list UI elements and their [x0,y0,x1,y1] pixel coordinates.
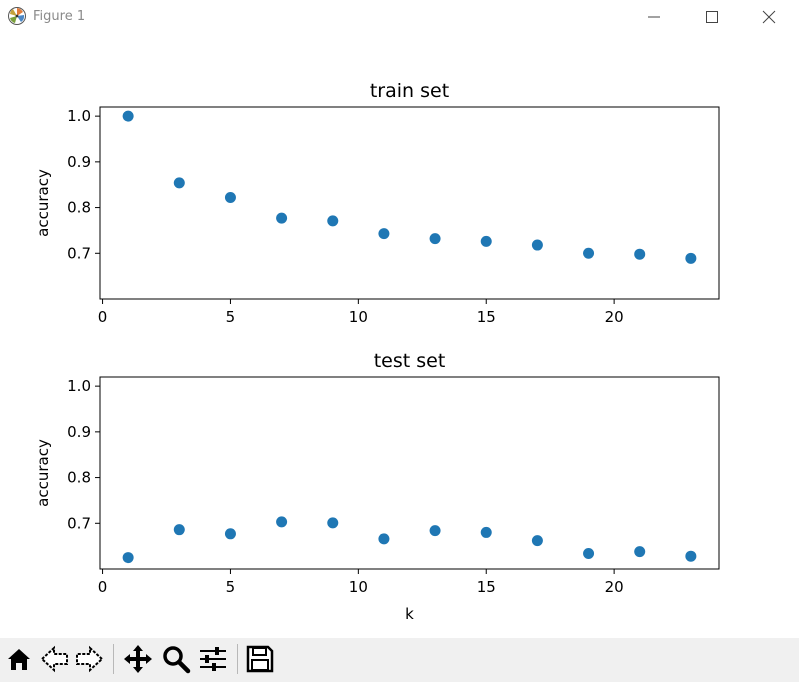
configure-subplots-button[interactable] [196,641,230,677]
data-point [429,233,441,245]
left-arrow-icon [40,645,68,673]
x-tick-label: 15 [477,578,496,596]
data-point [224,528,236,540]
x-tick-label: 20 [605,308,624,326]
data-point [378,228,390,240]
right-arrow-icon [76,645,104,673]
axes-frame [99,106,720,300]
move-icon [124,645,152,673]
data-point [327,517,339,529]
subplot-title: train set [370,80,449,102]
close-button[interactable] [740,0,798,34]
y-tick-label: 0.8 [67,199,91,217]
x-tick-label: 0 [98,578,108,596]
subplot-2: 0 5 10 15 20 0.7 0.8 0.9 1.0 test set accuracy k [34,350,720,623]
x-tick-label: 5 [226,578,236,596]
toolbar-separator [237,644,238,674]
data-point [224,192,236,204]
data-point [480,235,492,247]
close-icon [762,10,776,24]
data-point [583,247,595,259]
figure-canvas: 0 5 10 15 20 0.7 0.8 0.9 1.0 train set accuracy 0 5 1… [34,80,720,623]
x-tick-label: 10 [349,308,368,326]
y-tick-label: 1.0 [67,377,91,395]
title-bar: Figure 1 [0,0,799,34]
data-point [429,525,441,537]
y-axis-label: accuracy [34,439,52,507]
data-point [685,550,697,562]
maximize-icon [706,11,718,23]
y-tick-label: 0.7 [67,244,91,262]
data-point [276,516,288,528]
pan-button[interactable] [121,641,155,677]
minimize-icon [648,16,660,18]
y-axis-label: accuracy [34,169,52,237]
axes-frame [99,376,720,570]
forward-button[interactable] [72,641,106,677]
home-icon [8,649,30,670]
window-title: Figure 1 [33,9,86,24]
y-tick-label: 0.9 [67,153,91,171]
maximize-button[interactable] [683,0,741,34]
y-tick-label: 0.8 [67,469,91,487]
data-point [173,177,185,189]
data-point [634,248,646,260]
subplot-title: test set [374,350,446,372]
zoom-button[interactable] [159,641,193,677]
toolbar-separator [113,644,114,674]
data-point [583,547,595,559]
home-button[interactable] [2,641,36,677]
floppy-disk-icon [246,645,274,673]
x-tick-label: 10 [349,578,368,596]
x-tick-label: 20 [605,578,624,596]
data-point [122,552,134,564]
sliders-icon [200,647,226,671]
x-tick-label: 5 [226,308,236,326]
save-button[interactable] [243,641,277,677]
data-point [122,110,134,122]
data-point [276,212,288,224]
data-point [634,546,646,558]
data-point [173,524,185,536]
x-tick-label: 0 [98,308,108,326]
y-tick-label: 0.9 [67,423,91,441]
data-point [480,526,492,538]
x-axis-label: k [405,605,414,623]
data-point [531,535,543,547]
back-button[interactable] [38,641,72,677]
data-point [685,252,697,264]
minimize-button[interactable] [625,0,683,34]
y-tick-label: 0.7 [67,514,91,532]
magnifier-icon [163,646,191,674]
subplot-1: 0 5 10 15 20 0.7 0.8 0.9 1.0 train set accuracy [34,80,720,326]
navigation-toolbar [0,638,799,682]
data-point [327,215,339,227]
x-tick-label: 15 [477,308,496,326]
data-point [531,239,543,251]
data-point [378,533,390,545]
matplotlib-logo-icon [8,7,26,25]
y-tick-label: 1.0 [67,107,91,125]
